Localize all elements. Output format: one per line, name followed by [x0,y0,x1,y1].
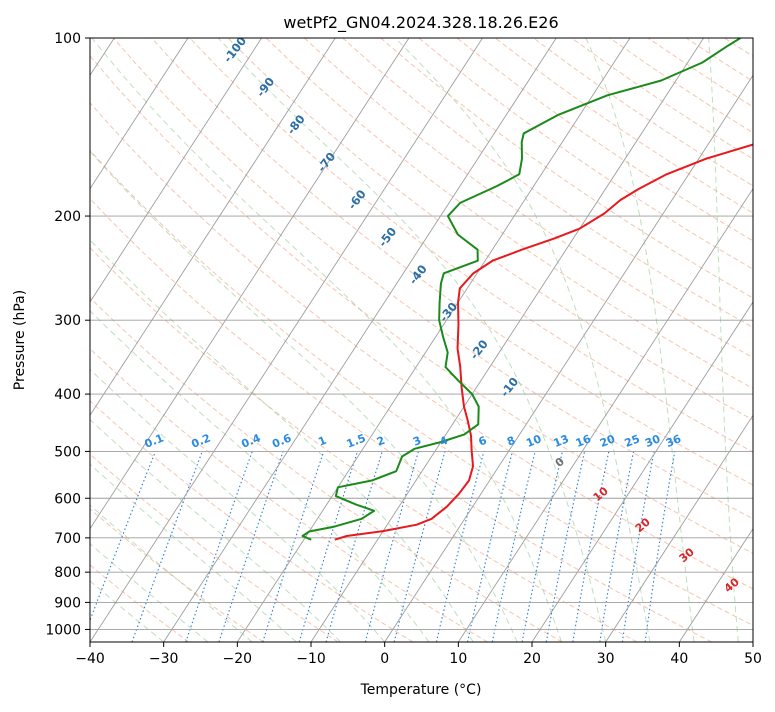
moist-adiabat-line [90,150,518,642]
y-tick-label: 100 [54,31,81,47]
moist-adiabat-line [585,38,695,642]
dry-adiabat-line [90,197,712,642]
y-tick-label: 400 [54,387,81,403]
mixing-ratio-line [218,451,284,642]
moist-adiabat-line [91,38,562,642]
dry-adiabat-line [90,348,488,642]
isotherm-line [90,38,262,303]
moist-adiabat-line [90,310,430,642]
isotherm-line [457,187,753,642]
y-tick-label: 800 [54,565,81,581]
mixing-ratio-label: 16 [574,432,593,450]
y-tick-label: 300 [54,313,81,329]
y-axis-title: Pressure (hPa) [12,290,28,390]
dry-adiabat-line [90,149,753,626]
mixing-ratio-line [621,451,655,642]
isotherm-line [531,301,753,642]
moist-adiabat-line [90,419,341,642]
dry-adiabat-line [90,247,638,642]
isotherm-line [605,414,753,642]
x-axis-title: Temperature (°C) [360,682,482,698]
moist-adiabat-line [217,38,607,642]
mixing-ratio-label: 3 [411,434,423,449]
dry-adiabat-line [90,453,339,642]
mixing-ratio-label: 10 [524,432,543,450]
x-tick-label: 0 [380,651,389,667]
mixing-ratio-line [90,451,156,622]
dry-adiabat-line [151,38,753,486]
mixing-ratio-line [435,451,485,642]
isotherm-line [90,38,336,417]
moist-adiabat-line [394,38,651,642]
mixing-ratio-label: 2 [375,434,387,449]
x-tick-label: 20 [523,651,541,667]
moist-adiabat-line [708,38,739,642]
y-tick-label: 200 [54,209,81,225]
dry-adiabat-line [265,38,753,389]
y-tick-label: 500 [54,444,81,460]
x-tick-label: −10 [296,651,326,667]
mixing-ratio-line [325,451,383,642]
chart-title: wetPf2_GN04.2024.328.18.26.E26 [283,13,558,33]
x-tick-label: 50 [744,651,762,667]
isotherm-line [678,527,753,642]
mixing-ratio-label: 13 [552,432,571,450]
x-tick-label: 30 [597,651,615,667]
moist-adiabat-line [90,368,386,642]
mixing-ratio-line [466,451,513,642]
isotherm-line [236,38,631,642]
y-tick-label: 700 [54,531,81,547]
moist-adiabat-line [90,463,297,642]
dry-adiabat-line [304,38,753,359]
plot-axes: −40 −30 −20 −10 0 10 20 30 40 50 100 200 300 400 500 60… [45,31,762,667]
dry-adiabat-line [90,508,264,642]
x-tick-label: −30 [149,651,179,667]
mixing-ratio-label: 1 [316,434,328,449]
mixing-ratio-label: 8 [505,434,517,449]
mixing-ratio-line [298,451,358,642]
y-tick-label: 900 [54,595,81,611]
mixing-ratio-label: 30 [643,432,662,450]
isotherm-line [163,38,557,642]
moist-adiabat-line [90,504,253,642]
moist-adiabat-line [90,239,474,642]
plot-series [301,38,753,541]
plot-grid [90,38,753,642]
mixing-ratio-line [185,451,253,642]
mixing-ratio-label: 36 [664,432,683,450]
dry-adiabat-line [113,38,753,520]
isotherm-line [90,38,410,530]
mixing-ratio-line [262,451,325,642]
mixing-ratio-line [644,451,676,642]
mixing-ratio-label: 20 [598,432,617,450]
dry-adiabat-line [90,297,563,642]
x-tick-label: 40 [670,651,688,667]
dewpoint-profile-line [301,38,741,541]
y-tick-label: 600 [54,491,81,507]
y-tick-label: 1000 [45,622,81,638]
isotherm-line [310,38,704,642]
mixing-ratio-label: 25 [623,432,642,450]
isotherm-line [90,38,189,190]
isotherm-line [90,38,483,642]
x-tick-label: −40 [75,651,105,667]
dry-adiabat-line [90,102,753,590]
mixing-ratio-line [364,451,419,642]
x-tick-label: 10 [449,651,467,667]
dry-adiabat-line [342,38,753,329]
isotherm-line [384,74,753,642]
temperature-profile-line [334,143,753,541]
plot-frame [89,37,754,643]
x-tick-label: −20 [223,651,253,667]
